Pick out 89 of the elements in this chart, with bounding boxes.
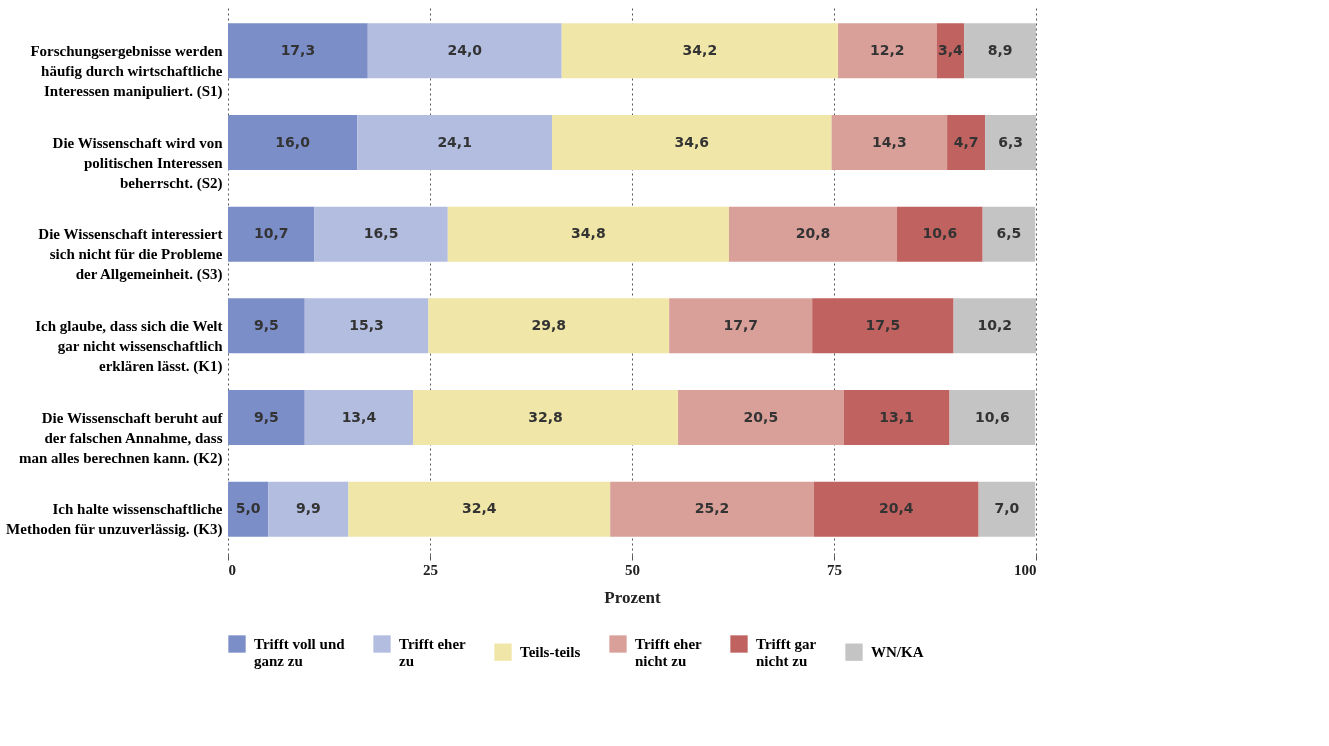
bar <box>228 390 305 445</box>
data-label: 6,3 <box>998 133 1023 150</box>
legend-label: Trifft eher nicht zu <box>635 636 703 669</box>
data-label: 10,7 <box>253 225 289 242</box>
x-tick-label: 25 <box>423 561 438 578</box>
bar <box>348 481 611 537</box>
bar <box>831 115 948 170</box>
x-tick-label: 100 <box>1014 561 1037 578</box>
bar <box>357 115 553 170</box>
data-label: 10,2 <box>977 316 1013 333</box>
bar <box>228 481 269 537</box>
legend-label: Teils-teils <box>520 644 581 661</box>
y-tick-label: Die Wissenschaft beruht auf der falschen Annahme, dass man alles berechnen kann. (K2) <box>19 409 224 467</box>
bar <box>813 481 979 537</box>
data-label: 16,0 <box>275 133 311 150</box>
legend-label: Trifft eher zu <box>399 636 467 669</box>
data-label: 32,8 <box>528 408 563 425</box>
bar <box>953 298 1036 354</box>
data-label: 25,2 <box>694 500 730 517</box>
bar <box>304 298 429 354</box>
data-label: 13,4 <box>341 408 377 425</box>
y-tick-label: Die Wissenschaft interessiert sich nicht für die Probleme der Allgemeinheit. (S3) <box>38 226 223 284</box>
data-label: 16,5 <box>363 225 399 242</box>
bar <box>843 390 950 445</box>
data-label: 14,3 <box>872 133 907 150</box>
y-tick-label: Die Wissenschaft wird von politischen Interessen beherrscht. (S2) <box>52 134 224 192</box>
data-label: 9,5 <box>253 316 279 333</box>
data-label: 12,2 <box>870 41 905 58</box>
data-label: 4,7 <box>953 133 979 150</box>
legend-label: Trifft gar nicht zu <box>756 636 817 669</box>
bar <box>812 298 954 354</box>
bar <box>228 115 358 170</box>
data-label: 9,5 <box>253 408 279 425</box>
bar <box>447 206 729 262</box>
data-label: 3,4 <box>937 41 964 58</box>
data-label: 24,0 <box>447 41 483 58</box>
bar <box>314 206 448 262</box>
data-label: 7,0 <box>994 500 1020 517</box>
bar <box>228 206 315 262</box>
bar <box>268 481 349 537</box>
data-label: 10,6 <box>922 225 958 242</box>
data-label: 32,4 <box>462 500 497 517</box>
legend-label: Trifft voll und ganz zu <box>254 636 346 669</box>
bar <box>367 23 562 79</box>
data-label: 13,1 <box>879 408 914 425</box>
bar <box>561 23 839 79</box>
x-tick-label: 0 <box>228 561 236 578</box>
bar <box>413 390 679 445</box>
bar <box>964 23 1036 79</box>
data-label: 20,5 <box>743 408 779 425</box>
bar <box>728 206 898 262</box>
data-label: 15,3 <box>349 316 384 333</box>
data-label: 8,9 <box>987 41 1013 58</box>
bar <box>978 481 1036 537</box>
data-label: 34,2 <box>682 41 718 58</box>
x-axis-title: Prozent <box>604 587 661 607</box>
data-label: 24,1 <box>437 133 472 150</box>
legend-label: WN/KA <box>871 644 924 661</box>
data-label: 34,6 <box>674 133 710 150</box>
bar <box>428 298 670 354</box>
bar <box>982 206 1036 262</box>
bar <box>949 390 1036 445</box>
y-tick-label: Forschungsergebnisse werden häufig durch wirtschaftliche Interessen manipuliert. (S1) <box>30 42 224 100</box>
y-tick-label: Ich halte wissenschaftliche Methoden für unzuverlässig. (K3) <box>6 501 223 539</box>
data-label: 20,8 <box>795 225 831 242</box>
bar <box>838 23 937 79</box>
data-label: 17,3 <box>280 41 316 58</box>
bar <box>947 115 986 170</box>
data-label: 17,7 <box>723 316 758 333</box>
x-tick-label: 75 <box>827 561 842 578</box>
bar <box>304 390 414 445</box>
data-label: 34,8 <box>571 225 606 242</box>
x-tick-label: 50 <box>625 561 640 578</box>
bar <box>228 23 368 79</box>
data-label: 20,4 <box>878 500 914 517</box>
bar <box>897 206 983 262</box>
data-label: 10,6 <box>975 408 1010 425</box>
bar <box>669 298 813 354</box>
bar <box>552 115 832 170</box>
bar <box>678 390 844 445</box>
bar <box>985 115 1036 170</box>
bar <box>228 298 305 354</box>
data-label: 6,5 <box>996 225 1022 242</box>
data-label: 5,0 <box>235 500 261 517</box>
data-label: 9,9 <box>295 500 321 517</box>
y-tick-label: Ich glaube, dass sich die Welt gar nicht wissenschaftlich erklären lässt. (K1) <box>35 317 224 375</box>
data-label: 29,8 <box>531 316 567 333</box>
bar <box>610 481 814 537</box>
data-label: 17,5 <box>865 316 901 333</box>
